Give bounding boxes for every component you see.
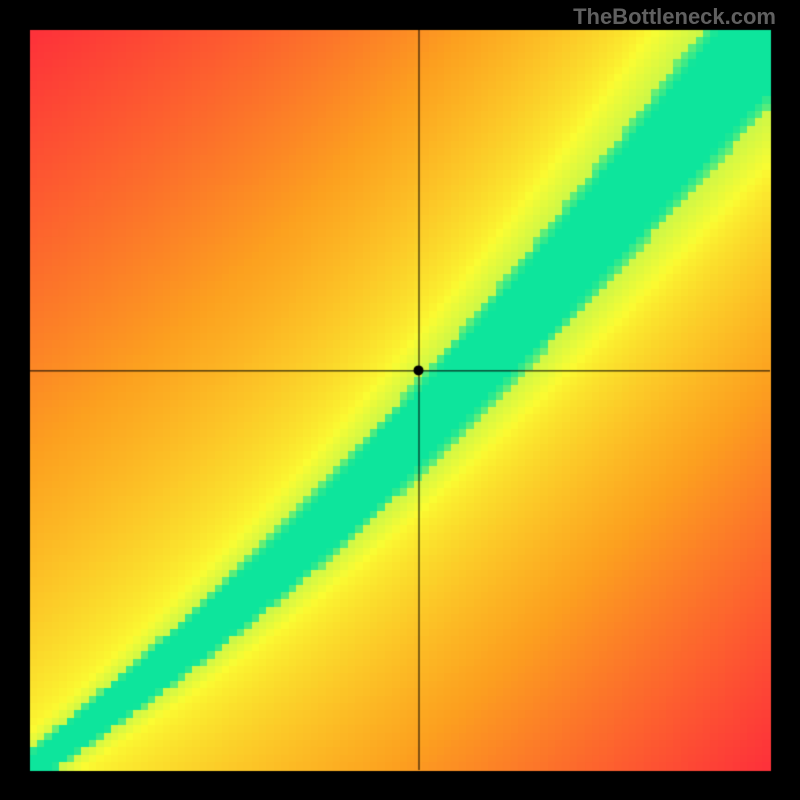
chart-container: TheBottleneck.com — [0, 0, 800, 800]
watermark-text: TheBottleneck.com — [573, 4, 776, 30]
bottleneck-heatmap — [0, 0, 800, 800]
